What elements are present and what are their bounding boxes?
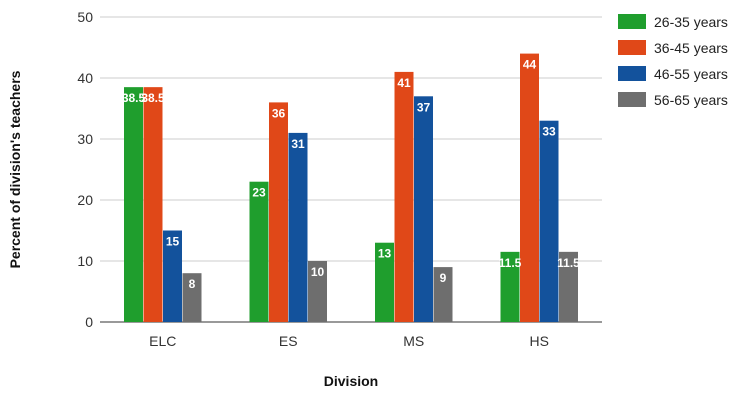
bar[interactable] — [433, 267, 453, 322]
x-tick-label: ELC — [149, 333, 176, 349]
bar[interactable] — [143, 87, 163, 323]
data-label: 38.5 — [122, 91, 146, 105]
y-axis-title: Percent of division's teachers — [7, 70, 23, 268]
axes: 0 10 20 30 40 50 ELC ES MS HS Division Percent o… — [7, 9, 549, 389]
bar[interactable] — [559, 251, 578, 322]
bar[interactable] — [182, 273, 202, 322]
data-label: 41 — [397, 76, 411, 90]
legend-label[interactable]: 36-45 years — [654, 40, 728, 56]
x-axis-title: Division — [324, 373, 378, 389]
data-label: 13 — [378, 247, 392, 261]
data-label: 11.5 — [499, 256, 522, 270]
bar[interactable] — [124, 87, 143, 323]
y-tick-label: 0 — [85, 314, 93, 330]
legend-swatch[interactable] — [618, 40, 646, 55]
y-tick-label: 10 — [77, 253, 93, 269]
bar[interactable] — [249, 181, 269, 322]
x-tick-label: MS — [403, 333, 424, 349]
bar[interactable] — [500, 251, 520, 322]
bar[interactable] — [288, 132, 308, 322]
legend-label[interactable]: 56-65 years — [654, 92, 728, 108]
bars — [124, 53, 578, 323]
data-label: 23 — [252, 186, 266, 200]
data-label: 36 — [272, 106, 286, 120]
legend-label[interactable]: 46-55 years — [654, 66, 728, 82]
data-label: 31 — [291, 137, 305, 151]
bar[interactable] — [414, 96, 433, 322]
x-tick-label: ES — [279, 333, 298, 349]
legend-swatch[interactable] — [618, 14, 646, 29]
legend: 26-35 years 36-45 years 46-55 years 56-65 y… — [618, 14, 728, 108]
bar[interactable] — [520, 53, 539, 322]
x-axis-ticks: ELC ES MS HS — [149, 333, 549, 349]
legend-swatch[interactable] — [618, 92, 646, 107]
data-label: 8 — [189, 277, 196, 291]
y-tick-label: 30 — [77, 131, 93, 147]
data-label: 11.5 — [557, 256, 580, 270]
bar[interactable] — [394, 71, 414, 323]
y-tick-label: 20 — [77, 192, 93, 208]
data-label: 15 — [166, 235, 180, 249]
bar[interactable] — [375, 242, 394, 322]
data-label: 44 — [523, 58, 537, 72]
legend-swatch[interactable] — [618, 66, 646, 81]
y-axis-ticks: 0 10 20 30 40 50 — [77, 9, 93, 330]
data-label: 37 — [417, 100, 431, 114]
data-label: 9 — [440, 271, 447, 285]
y-tick-label: 40 — [77, 70, 93, 86]
bar[interactable] — [539, 120, 559, 322]
data-labels: 38.538.5 15 8 23 36 31 10 13 41 37 9 11.5 44 33 11.5 — [122, 58, 580, 292]
legend-label[interactable]: 26-35 years — [654, 14, 728, 30]
y-tick-label: 50 — [77, 9, 93, 25]
data-label: 10 — [311, 265, 325, 279]
bar[interactable] — [308, 261, 327, 322]
x-tick-label: HS — [530, 333, 549, 349]
data-label: 33 — [542, 125, 556, 139]
data-label: 38.5 — [141, 91, 165, 105]
bar[interactable] — [269, 102, 288, 323]
bar[interactable] — [163, 230, 182, 323]
